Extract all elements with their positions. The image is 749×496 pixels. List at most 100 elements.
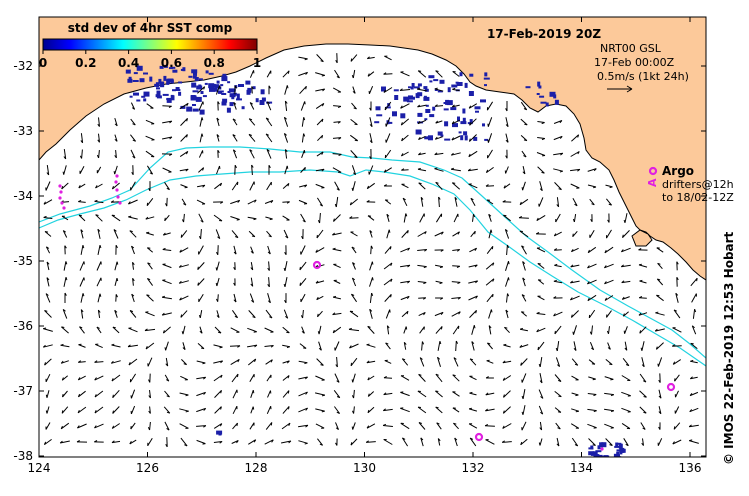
current-vector-head bbox=[385, 342, 389, 345]
current-vector-head bbox=[604, 297, 608, 301]
current-vector bbox=[522, 389, 526, 399]
current-vector bbox=[435, 280, 443, 284]
current-vector-head bbox=[559, 170, 563, 173]
current-vector bbox=[536, 327, 546, 333]
current-vector bbox=[216, 117, 220, 127]
current-vector bbox=[554, 231, 562, 237]
current-vector bbox=[265, 309, 273, 319]
current-vector-head bbox=[335, 60, 338, 64]
sst-patch bbox=[196, 85, 203, 90]
current-vector bbox=[452, 249, 460, 251]
current-vector-head bbox=[198, 314, 201, 319]
current-vector bbox=[689, 440, 699, 444]
sst-patch bbox=[245, 80, 251, 85]
sst-patch bbox=[205, 70, 209, 74]
current-vector bbox=[434, 88, 444, 92]
current-vector bbox=[622, 230, 630, 238]
current-vector bbox=[689, 391, 699, 397]
current-vector-head bbox=[251, 235, 256, 238]
current-vector bbox=[46, 390, 50, 398]
current-vector bbox=[367, 71, 375, 77]
current-vector bbox=[571, 375, 579, 381]
argo-floats bbox=[312, 260, 676, 442]
current-vector-head bbox=[570, 280, 574, 284]
current-vector bbox=[146, 232, 154, 236]
current-vector-head bbox=[94, 360, 98, 363]
current-vector-head bbox=[437, 356, 441, 360]
sst-patch bbox=[458, 131, 462, 134]
sst-patch bbox=[619, 449, 623, 455]
current-vector bbox=[334, 341, 340, 351]
current-vector bbox=[315, 408, 325, 412]
sst-patch bbox=[549, 91, 556, 97]
current-vector bbox=[333, 389, 341, 399]
current-vector bbox=[672, 439, 682, 445]
current-vector bbox=[197, 262, 205, 270]
current-vector bbox=[301, 117, 305, 127]
current-vector bbox=[570, 151, 580, 157]
current-vector bbox=[606, 310, 612, 318]
current-vector bbox=[505, 309, 509, 319]
sst-patch bbox=[618, 443, 623, 449]
current-vector-head bbox=[369, 107, 372, 111]
current-vector bbox=[264, 439, 274, 445]
current-vector-head bbox=[418, 152, 422, 156]
map-date-title: 17-Feb-2019 20Z bbox=[487, 27, 601, 41]
current-vector-head bbox=[475, 310, 477, 314]
current-vector-head bbox=[132, 155, 136, 159]
current-vector bbox=[469, 392, 477, 396]
current-vector-head bbox=[267, 284, 270, 288]
current-vector-head bbox=[351, 395, 355, 399]
sst-patch bbox=[605, 455, 610, 457]
current-vector-head bbox=[608, 203, 612, 206]
current-vector bbox=[213, 344, 223, 348]
current-vector bbox=[639, 373, 647, 383]
current-vector bbox=[111, 214, 121, 222]
current-vector bbox=[111, 440, 121, 444]
current-vector bbox=[572, 230, 578, 238]
sst-patch bbox=[156, 87, 160, 90]
current-vector-head bbox=[457, 281, 461, 285]
current-vector-head bbox=[217, 101, 220, 105]
current-vector-head bbox=[94, 199, 98, 202]
current-vector bbox=[587, 184, 597, 188]
current-vector bbox=[230, 216, 240, 220]
current-vector-head bbox=[642, 427, 646, 430]
current-vector bbox=[604, 279, 614, 285]
current-vector-head bbox=[382, 408, 387, 412]
current-vector bbox=[78, 183, 86, 189]
current-vector-head bbox=[249, 149, 253, 152]
current-vector bbox=[555, 213, 561, 223]
current-vector-head bbox=[186, 118, 188, 122]
current-vector bbox=[366, 441, 376, 443]
current-vector-head bbox=[350, 442, 353, 446]
current-vector bbox=[301, 326, 305, 334]
current-vector bbox=[179, 102, 189, 110]
vector-legend-arrow bbox=[607, 85, 633, 93]
current-vector-head bbox=[402, 358, 406, 361]
sst-patch bbox=[221, 101, 227, 106]
current-vector-head bbox=[286, 346, 290, 349]
current-vector bbox=[486, 101, 494, 111]
current-vector-head bbox=[621, 296, 625, 300]
current-vector-head bbox=[553, 233, 557, 237]
current-vector-head bbox=[536, 329, 539, 333]
current-vector bbox=[536, 313, 546, 315]
current-vector bbox=[247, 327, 257, 333]
current-vector-head bbox=[181, 331, 184, 335]
current-vector bbox=[537, 295, 545, 301]
current-vector-head bbox=[94, 410, 97, 414]
current-vector bbox=[213, 441, 223, 443]
current-vector-head bbox=[116, 277, 119, 282]
current-vector bbox=[589, 342, 595, 350]
current-vector-head bbox=[219, 346, 223, 349]
current-vector-head bbox=[82, 293, 85, 297]
sst-patch bbox=[217, 90, 224, 93]
current-vector bbox=[417, 264, 427, 268]
colorbar-tick-label: 0 bbox=[39, 56, 47, 70]
current-vector bbox=[301, 133, 305, 143]
current-vector bbox=[384, 199, 392, 205]
current-vector bbox=[386, 229, 390, 239]
current-vector bbox=[284, 85, 288, 95]
current-vector bbox=[162, 120, 172, 124]
